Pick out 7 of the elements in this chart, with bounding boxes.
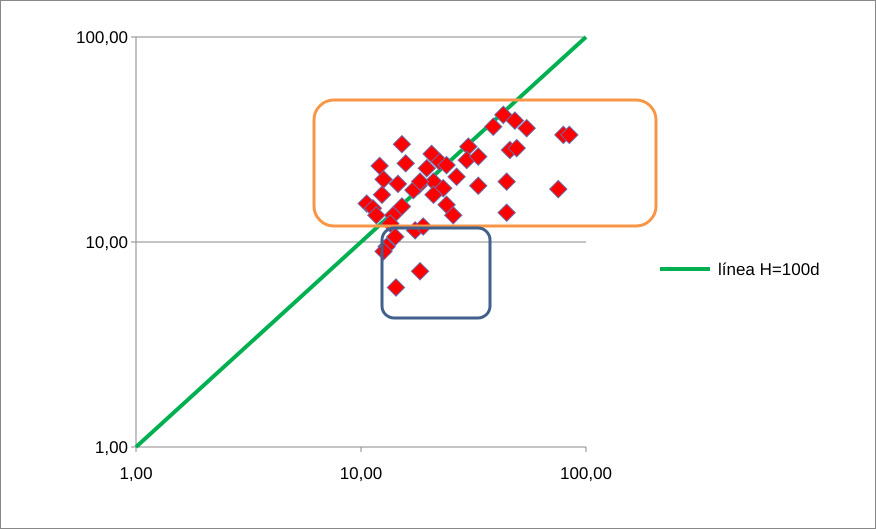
y-tick-label: 10,00	[85, 232, 128, 252]
legend-label: línea H=100d	[718, 260, 820, 279]
x-tick-label: 10,00	[340, 464, 382, 483]
y-tick-label: 100,00	[76, 28, 128, 47]
y-tick-label: 1,00	[94, 438, 128, 457]
x-tick-label: 1,00	[119, 464, 153, 483]
x-tick-label: 100,00	[560, 464, 612, 483]
